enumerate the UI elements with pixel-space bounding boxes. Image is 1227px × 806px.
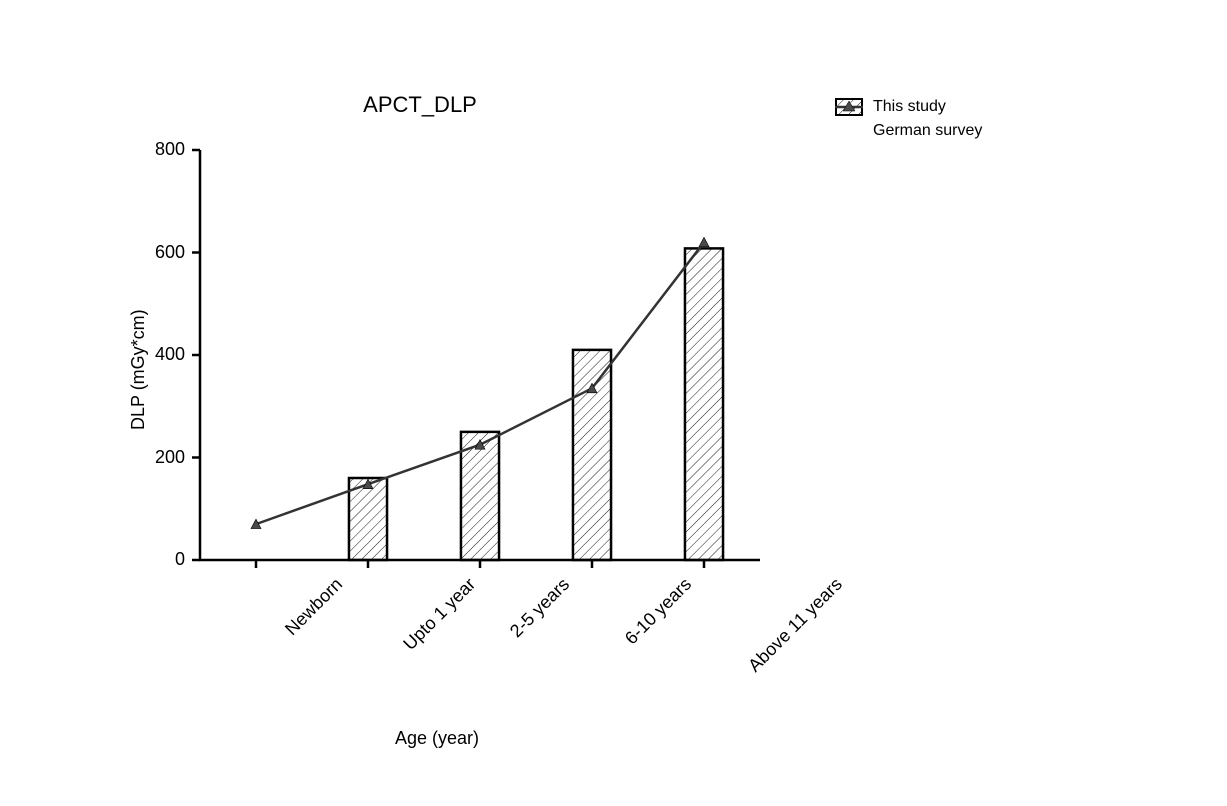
bar [461,432,499,560]
bars-group [349,248,723,560]
legend-label-line: German survey [873,122,982,140]
triangle-marker-icon [699,237,709,247]
legend-label-bars: This study [873,98,946,116]
y-tick-label: 800 [140,139,185,160]
bar [685,248,723,560]
legend-swatch-line [835,122,863,140]
plot-svg [0,0,1227,806]
bar [573,350,611,560]
y-tick-label: 600 [140,242,185,263]
chart-container: APCT_DLP 0200400600800 NewbornUpto 1 yea… [0,0,1227,806]
y-tick-label: 0 [140,549,185,570]
legend-row-line: German survey [835,122,982,140]
legend: This study German survey [835,98,982,146]
y-tick-label: 200 [140,447,185,468]
x-axis-label: Age (year) [395,728,479,749]
bar [349,478,387,560]
y-axis-label: DLP (mGy*cm) [128,309,149,430]
